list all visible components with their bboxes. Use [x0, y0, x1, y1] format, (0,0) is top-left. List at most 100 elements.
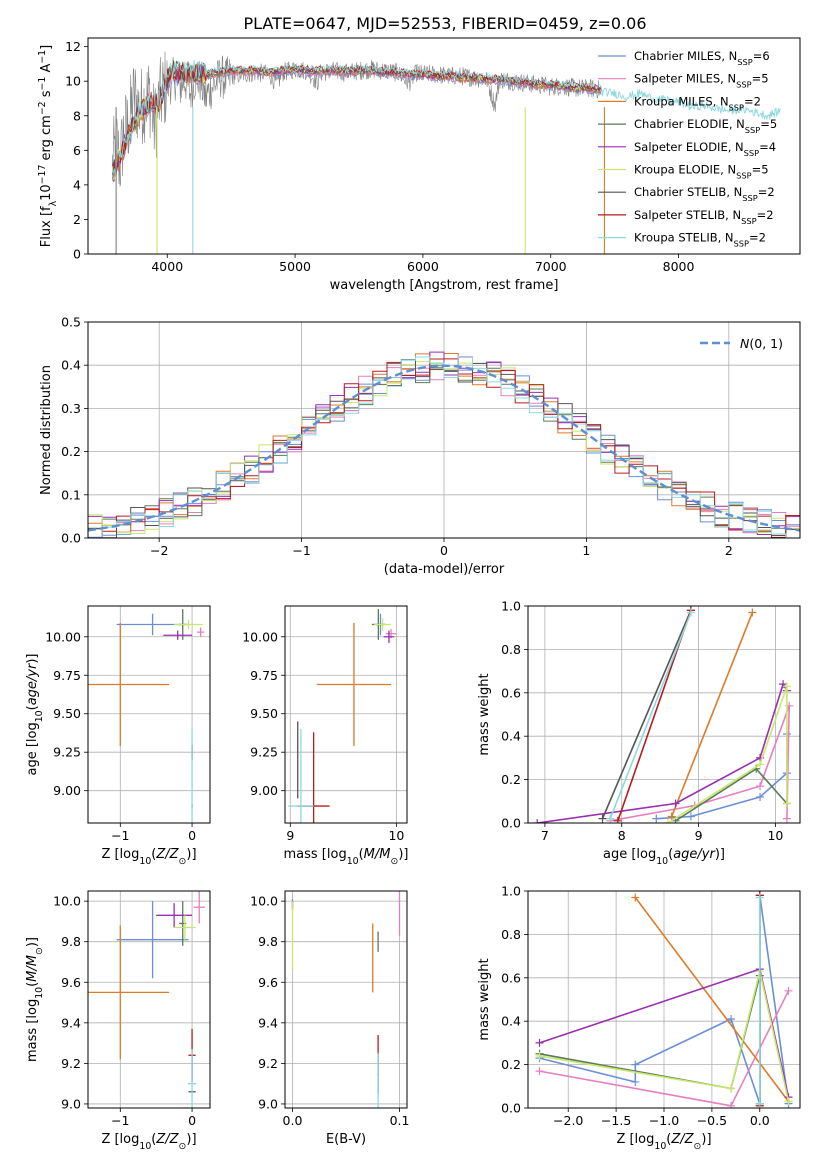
- legend-label: Kroupa STELIB, NSSP=2: [634, 231, 766, 249]
- figure-title: PLATE=0647, MJD=52553, FIBERID=0459, z=0…: [243, 14, 646, 33]
- x-tick-label: 1: [582, 543, 590, 558]
- weight-marker-KroupaELODIE: [784, 1097, 793, 1106]
- legend-item: Salpeter ELODIE, NSSP=4: [598, 140, 776, 158]
- y-tick-label: 0: [73, 247, 81, 262]
- x-tick-label: 0: [188, 1113, 196, 1128]
- plot-area-age-vs-mass: [288, 609, 397, 823]
- legend-item: Kroupa MILES, NSSP=2: [598, 94, 761, 112]
- x-tick-label: 8: [618, 828, 626, 843]
- axes-residuals: −2 −1 0 1 2 0.0 0.1 0.2 0.3 0.4 0.5 (data-model)/er…: [39, 315, 801, 577]
- errorbar-KroupaMILES: [88, 622, 170, 747]
- plot-area-mass-vs-EBV: [291, 891, 401, 1108]
- weight-marker-ChabrierMILES: [727, 1015, 736, 1024]
- errorbar-KroupaMILES: [88, 925, 170, 1060]
- errorbar-KroupaELODIE: [174, 619, 203, 630]
- errorbar-ChabrierMILES: [116, 901, 189, 979]
- y-tick-label: 9.2: [61, 1056, 81, 1071]
- y-tick-label: 9.25: [53, 745, 81, 760]
- legend-label: Kroupa ELODIE, NSSP=5: [634, 163, 769, 181]
- y-axis-label-age-vs-Z: age [log10(age/yr)]: [25, 653, 45, 775]
- plot-area-age-vs-Z: [88, 609, 205, 822]
- x-tick-label: 0.1: [390, 1113, 410, 1128]
- y-tick-label: 9.75: [53, 668, 81, 683]
- x-axis-label-age-vs-mass: mass [log10(M/M⊙)]: [284, 847, 409, 867]
- x-tick-label: 9: [286, 828, 294, 843]
- x-tick-label: −1.5: [601, 1113, 631, 1128]
- legend-spectrum: Chabrier MILES, NSSP=6 Salpeter MILES, NS…: [598, 49, 777, 249]
- x-axis-label-residuals: (data-model)/error: [384, 562, 505, 577]
- weight-marker-ChabrierMILES: [686, 812, 695, 821]
- weight-marker-ChabrierSTELIB: [598, 814, 607, 823]
- axes-frame: [87, 321, 801, 539]
- axes-frame: [284, 890, 408, 1109]
- legend-label: Chabrier ELODIE, NSSP=5: [634, 117, 777, 135]
- legend-label: Chabrier STELIB, NSSP=2: [634, 185, 775, 203]
- weight-line-KroupaELODIE: [539, 970, 790, 1102]
- weight-marker-KroupaSTELIB: [606, 814, 615, 823]
- y-tick-label: 1.0: [501, 884, 521, 899]
- y-tick-label: 9.50: [53, 706, 81, 721]
- x-axis-label-spectrum: wavelength [Angstrom, rest frame]: [330, 278, 559, 293]
- legend-residuals: N(0, 1): [700, 336, 783, 351]
- y-tick-label: 0.0: [501, 816, 521, 831]
- errorbar-SalpeterMILES: [193, 891, 205, 924]
- weight-marker-SalpeterMILES: [535, 1067, 544, 1076]
- axes-mass-vs-Z: −1 0 9.0 9.2 9.4 9.6 9.8 10.0 Z [log10(Z/Z⊙)] mas…: [25, 890, 211, 1152]
- y-tick-label: 10.0: [53, 894, 81, 909]
- weight-marker-KroupaELODIE: [782, 799, 791, 808]
- axes-spectrum: 4000 5000 6000 7000 8000 0 2 4 6 8 10 12 wavelength …: [37, 37, 801, 293]
- y-tick-label: 0.8: [501, 927, 521, 942]
- x-axis-label-mass-vs-Z: Z [log10(Z/Z⊙)]: [101, 1132, 196, 1152]
- y-tick-label: 0.4: [501, 1014, 521, 1029]
- x-tick-label: −1: [292, 543, 310, 558]
- weight-marker-SalpeterMILES: [782, 814, 791, 823]
- y-tick-label: 12: [65, 39, 81, 54]
- x-tick-label: 10: [388, 828, 404, 843]
- y-tick-label: 9.8: [258, 934, 278, 949]
- x-axis-label-weight-vs-Z: Z [log10(Z/Z⊙)]: [616, 1132, 711, 1152]
- weight-marker-SalpeterMILES: [784, 986, 793, 995]
- x-tick-label: 7000: [535, 259, 567, 274]
- y-tick-label: 10.00: [242, 629, 278, 644]
- y-axis-label-weight-vs-age: mass weight: [477, 673, 492, 755]
- x-tick-label: 0: [440, 543, 448, 558]
- axes-frame: [527, 605, 801, 824]
- x-tick-label: −2.0: [553, 1113, 583, 1128]
- legend-item: Chabrier ELODIE, NSSP=5: [598, 117, 777, 135]
- gaussian-curve: [88, 364, 800, 532]
- y-tick-label: 9.6: [258, 975, 278, 990]
- x-tick-label: 7: [541, 828, 549, 843]
- plot-area-weight-vs-age: [533, 606, 794, 823]
- weight-line-ChabrierSTELIB: [601, 609, 692, 820]
- errorbar-SalpeterELODIE: [383, 630, 395, 643]
- weight-line-ChabrierELODIE: [539, 974, 761, 1106]
- x-tick-label: −2: [150, 543, 168, 558]
- weight-line-KroupaMILES: [670, 612, 754, 817]
- y-tick-label: 1.0: [501, 599, 521, 614]
- y-axis-label-residuals: Normed distribution: [39, 365, 54, 495]
- legend-label: Chabrier MILES, NSSP=6: [634, 49, 770, 67]
- axes-frame: [87, 890, 211, 1109]
- x-tick-label: 8000: [663, 259, 695, 274]
- x-tick-label: 10: [767, 828, 783, 843]
- weight-marker-KroupaSTELIB: [686, 608, 695, 617]
- weight-marker-ChabrierMILES: [756, 792, 765, 801]
- weight-marker-KroupaELODIE: [756, 760, 765, 769]
- plot-area-residuals: [88, 351, 800, 538]
- y-tick-label: 9.8: [61, 934, 81, 949]
- axes-weight-vs-age: 7 8 9 10 0.0 0.2 0.4 0.6 0.8 1.0 age [log10(age/yr…: [477, 599, 801, 867]
- x-tick-label: 9: [695, 828, 703, 843]
- legend-label: Salpeter ELODIE, NSSP=4: [634, 140, 776, 158]
- weight-marker-KroupaMILES: [748, 608, 757, 617]
- axes-frame: [87, 37, 801, 255]
- x-axis-label-age-vs-Z: Z [log10(Z/Z⊙)]: [101, 847, 196, 867]
- errorbar-KroupaSTELIB: [187, 1049, 197, 1108]
- plot-area-mass-vs-Z: [88, 891, 205, 1108]
- y-tick-label: 9.2: [258, 1056, 278, 1071]
- histogram-KroupaSTELIB: [88, 356, 800, 538]
- weight-line-KroupaMILES: [634, 897, 790, 1102]
- x-tick-label: 0.0: [750, 1113, 770, 1128]
- axes-frame: [87, 605, 211, 824]
- y-tick-label: 0.2: [501, 772, 521, 787]
